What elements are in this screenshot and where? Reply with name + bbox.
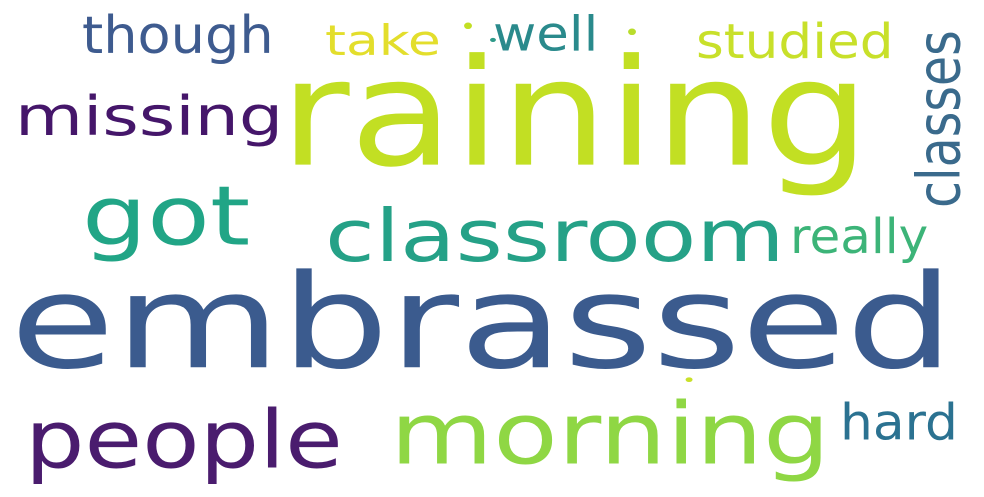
dot-mark-2: •	[624, 20, 641, 46]
dot-mark-4: •	[682, 370, 697, 390]
dot-mark-3: •	[487, 32, 499, 49]
word-though: though	[82, 5, 274, 67]
word-take: take	[325, 16, 441, 66]
word-classes: classes	[904, 30, 975, 208]
word-raining: raining	[280, 27, 870, 200]
word-studied: studied	[696, 14, 894, 70]
word-people: people	[25, 393, 343, 487]
word-got: got	[82, 168, 251, 264]
word-embrassed: embrassed	[10, 246, 955, 399]
word-really: really	[790, 208, 929, 265]
word-missing: missing	[15, 85, 284, 149]
dot-mark-1: •	[460, 14, 477, 40]
word-well: well	[493, 5, 599, 63]
word-morning: morning	[390, 384, 831, 485]
word-classroom: classroom	[325, 194, 785, 278]
word-hard: hard	[840, 393, 958, 452]
